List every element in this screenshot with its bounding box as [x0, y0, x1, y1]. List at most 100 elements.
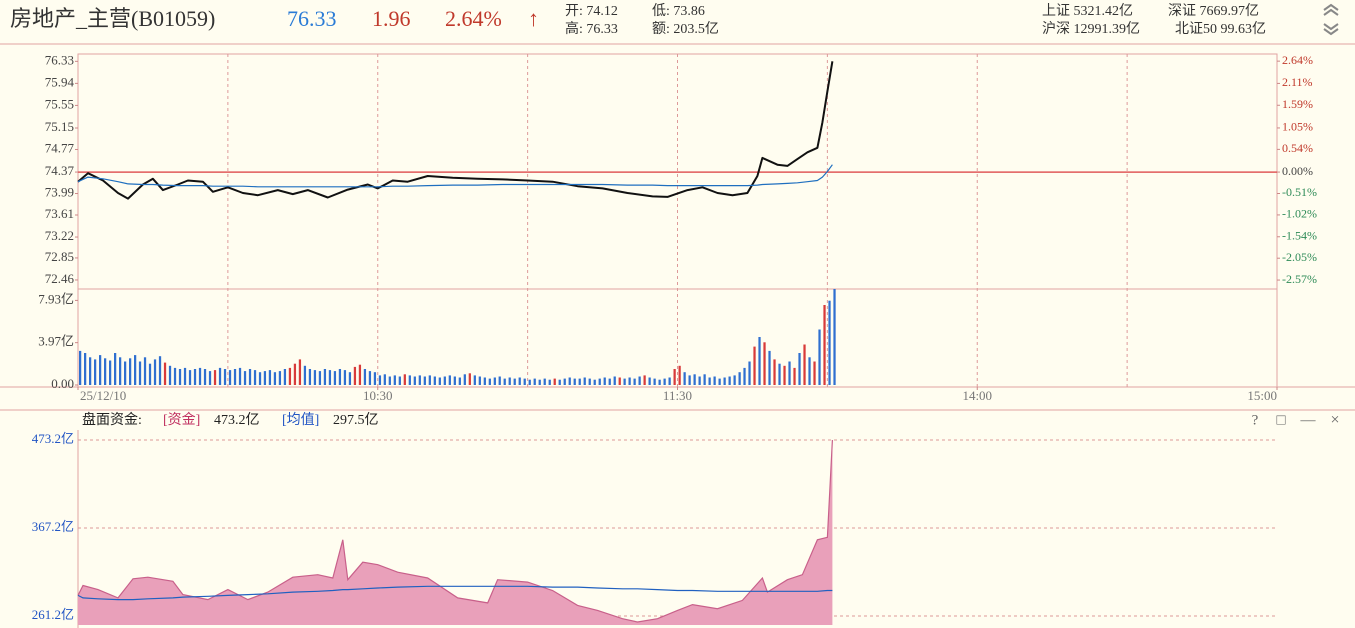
funds-line [77, 439, 833, 623]
volume-bar [109, 360, 112, 385]
volume-bar [793, 367, 796, 385]
volume-bar [213, 370, 217, 385]
volume-bar [308, 369, 312, 385]
volume-bar [243, 371, 247, 385]
volume-bar [408, 375, 411, 385]
volume-bar [628, 377, 631, 385]
volume-bar [728, 376, 731, 385]
volume-bar [138, 361, 142, 385]
close-button[interactable]: × [1330, 412, 1339, 429]
volume-bar [813, 361, 816, 385]
volume-bar [403, 374, 406, 385]
help-button[interactable]: ? [1252, 412, 1259, 428]
volume-bar [618, 377, 621, 385]
volume-bar [353, 366, 357, 385]
volume-bar [623, 378, 626, 385]
volume-bar [688, 375, 691, 385]
y-tick-label: 75.94 [45, 74, 75, 89]
volume-bar [143, 357, 147, 385]
index: 北证50 99.63亿 [1175, 21, 1266, 37]
volume-bar [758, 337, 761, 385]
volume-bar [698, 376, 701, 385]
y2-tick-label: 2.64% [1282, 53, 1313, 67]
volume-bar [568, 377, 571, 385]
volume-bar [338, 369, 342, 385]
funds-tag: [资金] [163, 412, 200, 428]
index: 上证 5321.42亿 [1042, 3, 1133, 19]
volume-bar [508, 377, 511, 385]
volume-bar [558, 379, 561, 385]
scroll-up[interactable] [1323, 3, 1339, 11]
average-line [77, 585, 833, 601]
volume-bar [398, 376, 401, 385]
title: 房地产_主营(B01059) [10, 6, 215, 31]
volume-bar [268, 370, 272, 385]
y-tick-label: 367.2亿 [32, 519, 74, 534]
scroll-icons[interactable] [1323, 3, 1339, 36]
funds-area [78, 440, 833, 625]
volume-bar [288, 367, 292, 385]
volume-bar [493, 377, 496, 385]
volume-bar [823, 305, 826, 385]
volume-bar [683, 372, 686, 385]
avg-value: 297.5亿 [333, 412, 379, 428]
volume-bar [373, 372, 377, 385]
change-pct: 2.64% [445, 6, 502, 31]
volume-bar [298, 359, 302, 385]
volume-bar [153, 359, 157, 385]
maximize-button[interactable]: □ [1276, 412, 1285, 428]
volume-bar [468, 373, 471, 385]
volume-bar [428, 375, 431, 385]
volume-bar [798, 353, 801, 385]
volume-bar [663, 378, 666, 385]
volume-bar [168, 365, 172, 385]
volume-bar [578, 378, 581, 385]
arrow: ↑ [528, 6, 539, 31]
scroll-down[interactable] [1323, 23, 1339, 31]
volume-bar [743, 367, 746, 385]
volume-bar [188, 370, 192, 385]
volume-bar [463, 374, 466, 385]
x-tick-label: 15:00 [1247, 388, 1277, 403]
volume-bar [363, 369, 367, 385]
volume-bar [533, 378, 536, 385]
volume-bar [783, 365, 786, 385]
volume-bar [583, 377, 586, 385]
volume-bar [713, 376, 716, 385]
x-tick-label: 14:00 [962, 388, 992, 403]
volume-bar [478, 376, 481, 385]
volume-bar [498, 376, 501, 385]
price-line [77, 164, 833, 188]
volume-bar [94, 359, 97, 385]
volume-bar [358, 364, 362, 385]
volume-bar [523, 378, 526, 385]
volume-bar [263, 371, 267, 385]
volume-bar [673, 369, 676, 385]
volume-bar [503, 378, 506, 385]
volume-bar [818, 329, 821, 385]
minimize-button[interactable]: — [1300, 412, 1317, 428]
volume-bar [543, 378, 546, 385]
volume-bar [318, 371, 322, 385]
index: 深证 7669.97亿 [1168, 3, 1259, 19]
y-tick-label: 73.22 [45, 228, 74, 243]
y-tick-label: 0.00 [51, 376, 74, 391]
volume-bar [238, 367, 242, 385]
volume-bar [368, 371, 372, 385]
volume-bar [453, 376, 456, 385]
volume-bar [413, 376, 416, 385]
volume-bar [134, 355, 137, 385]
volume-bar [418, 375, 421, 385]
y-tick-label: 473.2亿 [32, 431, 74, 446]
volume-bar [323, 369, 327, 385]
volume-bar [218, 367, 222, 385]
volume-bar [233, 369, 237, 385]
volume-bar [248, 369, 252, 385]
x-tick-label: 11:30 [663, 388, 692, 403]
volume-bar [488, 378, 491, 385]
scroll-down[interactable] [1323, 28, 1339, 36]
volume-bar [448, 375, 451, 385]
price-line [77, 61, 834, 200]
scroll-up[interactable] [1323, 8, 1339, 16]
